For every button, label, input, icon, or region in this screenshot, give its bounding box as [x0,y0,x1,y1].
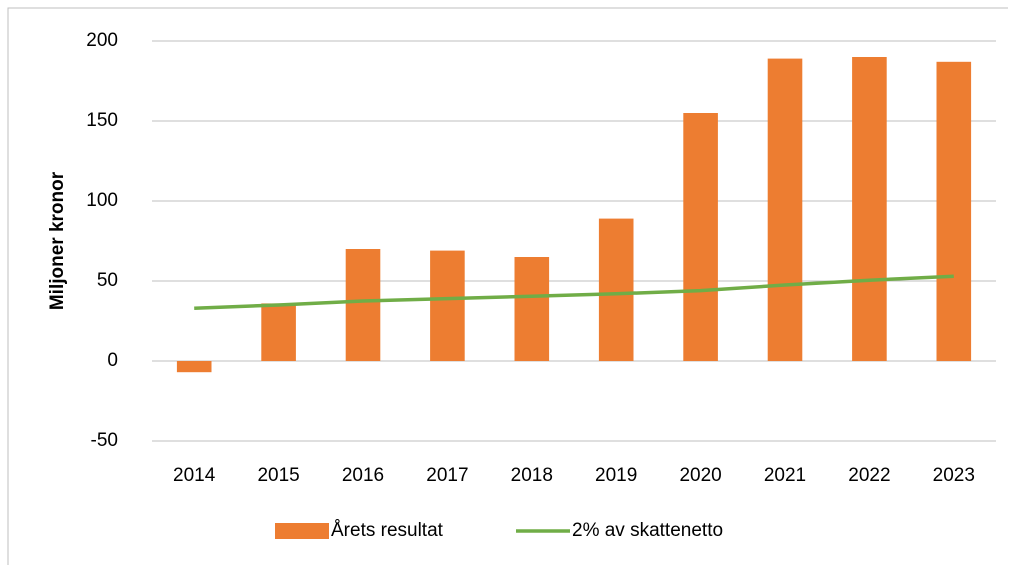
bar [261,303,296,361]
legend-swatch [275,523,329,539]
chart-frame [7,7,1008,565]
y-tick-label: 0 [107,350,118,371]
legend-label: 2% av skattenetto [572,520,723,541]
y-tick-label: 150 [86,110,118,131]
y-tick-label: 200 [86,30,118,51]
y-tick-label: 50 [97,270,118,291]
bar [176,361,212,373]
x-tick-label: 2021 [764,465,806,486]
bar [598,218,634,361]
legend-label: Årets resultat [331,520,444,541]
y-tick-label: 100 [86,190,118,211]
x-tick-label: 2019 [595,465,637,486]
bar [936,61,972,362]
bar [683,113,718,361]
bar [514,257,550,361]
bar [852,57,887,361]
bar [345,249,381,361]
x-tick-label: 2017 [426,465,468,486]
x-tick-label: 2014 [173,465,216,486]
x-tick-label: 2022 [848,465,890,486]
x-tick-label: 2020 [679,465,721,486]
x-tick-label: 2023 [933,465,975,486]
y-tick-label: -50 [91,430,118,451]
x-tick-label: 2018 [511,465,553,486]
y-axis-label: Miljoner kronor [47,171,68,310]
x-tick-label: 2016 [342,465,384,486]
line [194,274,954,310]
x-tick-label: 2015 [257,465,299,486]
bar [767,58,803,361]
bar [430,250,465,361]
